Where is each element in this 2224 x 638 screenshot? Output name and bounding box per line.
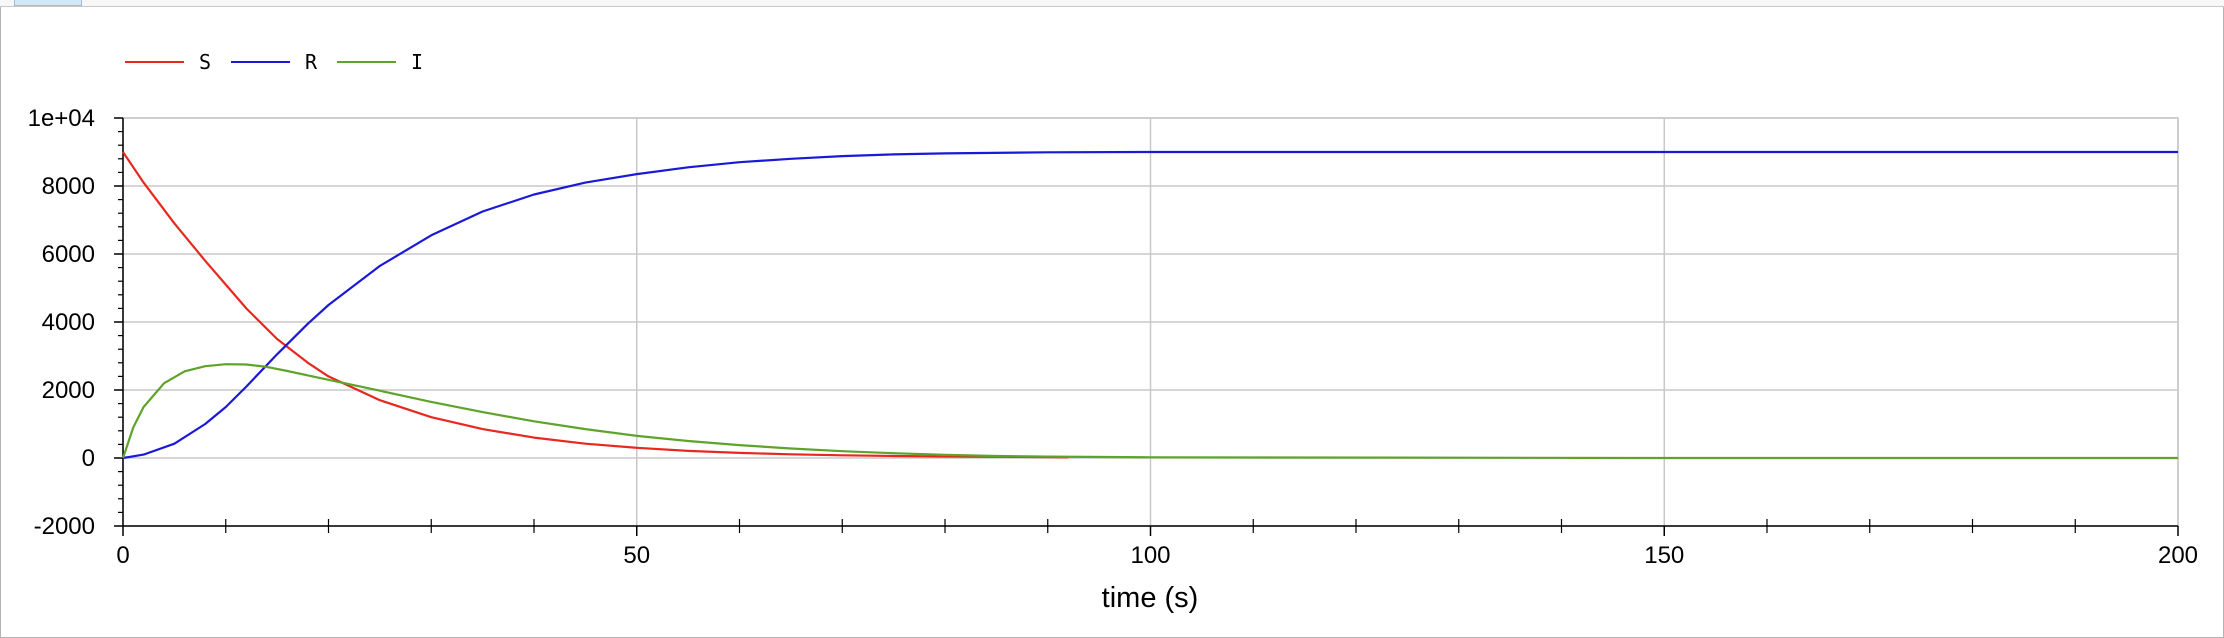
y-tick-label: 0 — [82, 445, 95, 472]
legend-item-s[interactable]: S — [125, 50, 211, 74]
series-line-s — [122, 151, 1069, 459]
x-tick-label: 150 — [1644, 542, 1684, 569]
x-tick-label: 200 — [2158, 542, 2198, 569]
legend-item-r[interactable]: R — [231, 50, 318, 74]
grid-lines — [123, 117, 2179, 526]
legend-label-s: S — [199, 50, 211, 74]
series-line-i — [121, 363, 2178, 460]
legend-label-r: R — [305, 50, 318, 74]
minor-ticks — [118, 131, 2076, 533]
y-tick-label: 4000 — [42, 309, 95, 336]
y-tick-label: 6000 — [42, 241, 95, 268]
legend-item-i[interactable]: I — [337, 50, 423, 74]
y-tick-label: -2000 — [34, 513, 95, 540]
y-tick-label: 1e+04 — [28, 105, 95, 132]
tick-labels: -2000 0 2000 4000 6000 8000 1e+04 0 50 100 150 200 — [28, 105, 2198, 569]
x-axis-title: time (s) — [1102, 582, 1199, 614]
series-line-r — [122, 150, 2178, 460]
y-tick-label: 2000 — [42, 377, 95, 404]
x-tick-label: 50 — [623, 542, 650, 569]
top-toolbar-strip — [0, 0, 2224, 7]
legend-label-i: I — [411, 50, 423, 74]
x-tick-label: 100 — [1130, 542, 1170, 569]
series-layer — [121, 150, 2178, 460]
x-tick-label: 0 — [116, 542, 129, 569]
y-tick-label: 8000 — [42, 173, 95, 200]
selected-tab-marker[interactable] — [14, 0, 82, 6]
axes — [114, 117, 2179, 536]
